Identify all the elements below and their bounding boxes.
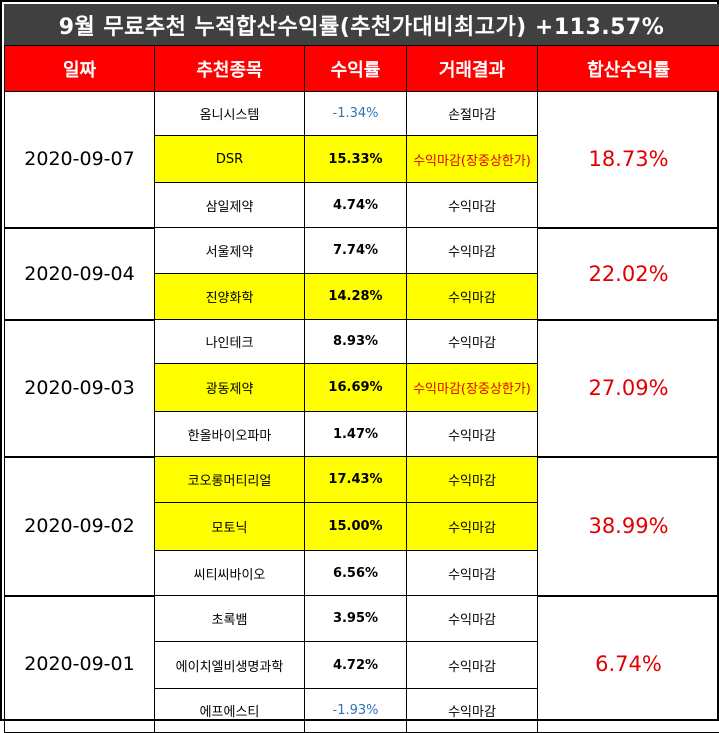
stock-name: 씨티씨바이오: [155, 551, 305, 596]
stock-name: 모토닉: [155, 503, 305, 551]
trade-result: 수익마감: [407, 596, 538, 642]
stock-name: 에프에스티: [155, 689, 305, 733]
return-value: 6.56%: [305, 551, 407, 596]
stock-name: DSR: [155, 136, 305, 183]
trade-result: 수익마감: [407, 274, 538, 320]
return-value: 4.72%: [305, 642, 407, 689]
trade-result: 수익마감(장중상한가): [407, 136, 538, 183]
header-result: 거래결과: [407, 46, 538, 92]
group-date: 2020-09-02: [5, 457, 155, 596]
trade-result: 수익마감: [407, 457, 538, 503]
trade-result: 손절마감: [407, 92, 538, 136]
stock-name: 서울제약: [155, 228, 305, 274]
trade-result: 수익마감: [407, 228, 538, 274]
return-value: 8.93%: [305, 320, 407, 364]
group-date: 2020-09-03: [5, 320, 155, 457]
trade-result: 수익마감(장중상한가): [407, 364, 538, 412]
return-value: 15.33%: [305, 136, 407, 183]
trade-result: 수익마감: [407, 183, 538, 228]
return-value: 15.00%: [305, 503, 407, 551]
group-total-return: 38.99%: [538, 457, 719, 596]
group-total-return: 27.09%: [538, 320, 719, 457]
return-value: 16.69%: [305, 364, 407, 412]
trade-result: 수익마감: [407, 642, 538, 689]
return-value: -1.34%: [305, 92, 407, 136]
stock-name: 코오롱머티리얼: [155, 457, 305, 503]
group-total-return: 18.73%: [538, 92, 719, 228]
group-date: 2020-09-01: [5, 596, 155, 733]
page-title: 9월 무료추천 누적합산수익률(추천가대비최고가) +113.57%: [4, 4, 719, 45]
header-total-return: 합산수익률: [538, 46, 719, 92]
stock-name: 한올바이오파마: [155, 412, 305, 457]
return-value: -1.93%: [305, 689, 407, 733]
header-row: 일짜 추천종목 수익률 거래결과 합산수익률: [5, 46, 719, 92]
stock-name: 옴니시스템: [155, 92, 305, 136]
return-value: 7.74%: [305, 228, 407, 274]
group-date: 2020-09-07: [5, 92, 155, 228]
return-value: 4.74%: [305, 183, 407, 228]
group-total-return: 6.74%: [538, 596, 719, 733]
header-return: 수익률: [305, 46, 407, 92]
return-value: 3.95%: [305, 596, 407, 642]
stock-name: 삼일제약: [155, 183, 305, 228]
stock-name: 초록뱀: [155, 596, 305, 642]
trade-result: 수익마감: [407, 503, 538, 551]
header-stock: 추천종목: [155, 46, 305, 92]
header-date: 일짜: [5, 46, 155, 92]
return-value: 17.43%: [305, 457, 407, 503]
stock-name: 나인테크: [155, 320, 305, 364]
stock-name: 에이치엘비생명과학: [155, 642, 305, 689]
trade-result: 수익마감: [407, 551, 538, 596]
trade-result: 수익마감: [407, 320, 538, 364]
group-total-return: 22.02%: [538, 228, 719, 320]
return-value: 1.47%: [305, 412, 407, 457]
stock-name: 진양화학: [155, 274, 305, 320]
group-date: 2020-09-04: [5, 228, 155, 320]
trade-result: 수익마감: [407, 412, 538, 457]
stock-name: 광동제약: [155, 364, 305, 412]
return-value: 14.28%: [305, 274, 407, 320]
trade-result: 수익마감: [407, 689, 538, 733]
